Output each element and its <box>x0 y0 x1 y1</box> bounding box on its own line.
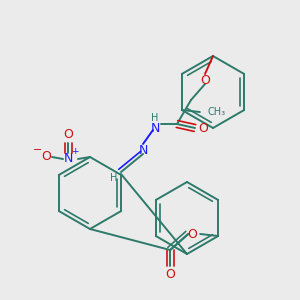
Text: H: H <box>151 113 159 123</box>
Text: O: O <box>165 268 175 281</box>
Text: N: N <box>63 152 73 166</box>
Text: CH₃: CH₃ <box>208 107 226 117</box>
Text: O: O <box>200 74 210 86</box>
Text: O: O <box>198 122 208 134</box>
Text: +: + <box>71 148 79 157</box>
Text: O: O <box>187 227 197 241</box>
Text: N: N <box>138 145 148 158</box>
Text: H: H <box>110 173 118 183</box>
Text: O: O <box>41 151 51 164</box>
Text: N: N <box>150 122 160 134</box>
Text: −: − <box>33 145 43 155</box>
Text: O: O <box>63 128 73 140</box>
